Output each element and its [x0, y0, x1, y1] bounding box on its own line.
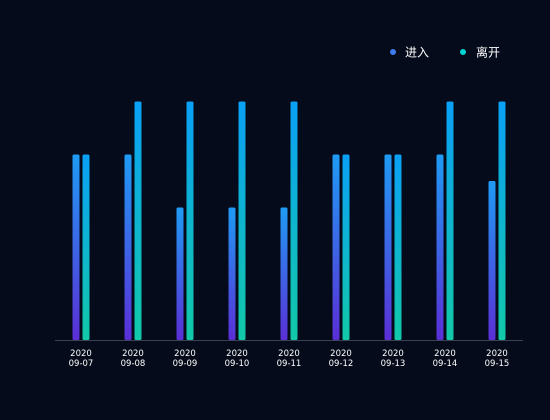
x-tick-date: 09-14	[433, 359, 458, 369]
x-tick-label-09-08: 2020 09-08	[121, 349, 146, 369]
bar-entering-09-09[interactable]	[176, 207, 184, 341]
legend: 进入 离开	[390, 45, 500, 60]
bar-entering-09-15[interactable]	[488, 181, 496, 340]
bar-leaving-09-13[interactable]	[394, 154, 402, 341]
legend-label-entering: 进入	[405, 46, 429, 60]
bar-leaving-09-07[interactable]	[82, 154, 90, 341]
x-tick-year: 2020	[330, 349, 352, 359]
bar-entering-09-12[interactable]	[332, 154, 340, 341]
x-tick-label-09-14: 2020 09-14	[433, 349, 458, 369]
x-tick-year: 2020	[486, 349, 508, 359]
x-tick-year: 2020	[122, 349, 144, 359]
bar-leaving-09-10[interactable]	[238, 101, 246, 341]
legend-label-leaving: 离开	[476, 45, 500, 60]
legend-marker-leaving	[460, 49, 466, 55]
bar-entering-09-10[interactable]	[228, 207, 236, 341]
x-tick-label-09-12: 2020 09-12	[329, 349, 354, 369]
x-tick-label-09-15: 2020 09-15	[485, 349, 510, 369]
x-tick-label-09-13: 2020 09-13	[381, 349, 406, 369]
x-tick-date: 09-07	[69, 359, 94, 369]
x-tick-label-09-11: 2020 09-11	[277, 349, 302, 369]
x-tick-year: 2020	[278, 349, 300, 359]
x-tick-date: 09-10	[225, 359, 250, 369]
bar-entering-09-08[interactable]	[124, 154, 132, 341]
bar-entering-09-14[interactable]	[436, 154, 444, 341]
legend-marker-entering	[390, 49, 396, 55]
x-tick-year: 2020	[70, 349, 92, 359]
bar-entering-09-07[interactable]	[72, 154, 80, 341]
x-tick-label-09-09: 2020 09-09	[173, 349, 198, 369]
x-tick-label-09-07: 2020 09-07	[69, 349, 94, 369]
x-tick-year: 2020	[174, 349, 196, 359]
bar-leaving-09-09[interactable]	[186, 101, 194, 341]
bar-entering-09-11[interactable]	[280, 207, 288, 341]
bar-leaving-09-11[interactable]	[290, 101, 298, 341]
x-tick-date: 09-13	[381, 359, 406, 369]
x-tick-date: 09-12	[329, 359, 354, 369]
x-tick-date: 09-09	[173, 359, 198, 369]
bar-leaving-09-12[interactable]	[342, 154, 350, 341]
x-tick-year: 2020	[382, 349, 404, 359]
x-tick-label-09-10: 2020 09-10	[225, 349, 250, 369]
x-tick-date: 09-08	[121, 359, 146, 369]
x-tick-year: 2020	[226, 349, 248, 359]
bar-leaving-09-14[interactable]	[446, 101, 454, 341]
legend-item-leaving[interactable]: 离开	[460, 45, 500, 60]
legend-item-entering[interactable]: 进入	[390, 46, 429, 60]
bar-leaving-09-08[interactable]	[134, 101, 142, 341]
bar-entering-09-13[interactable]	[384, 154, 392, 341]
x-tick-date: 09-11	[277, 359, 302, 369]
bars-group	[72, 101, 506, 341]
x-tick-year: 2020	[434, 349, 456, 359]
x-tick-date: 09-15	[485, 359, 510, 369]
bar-leaving-09-15[interactable]	[498, 101, 506, 341]
